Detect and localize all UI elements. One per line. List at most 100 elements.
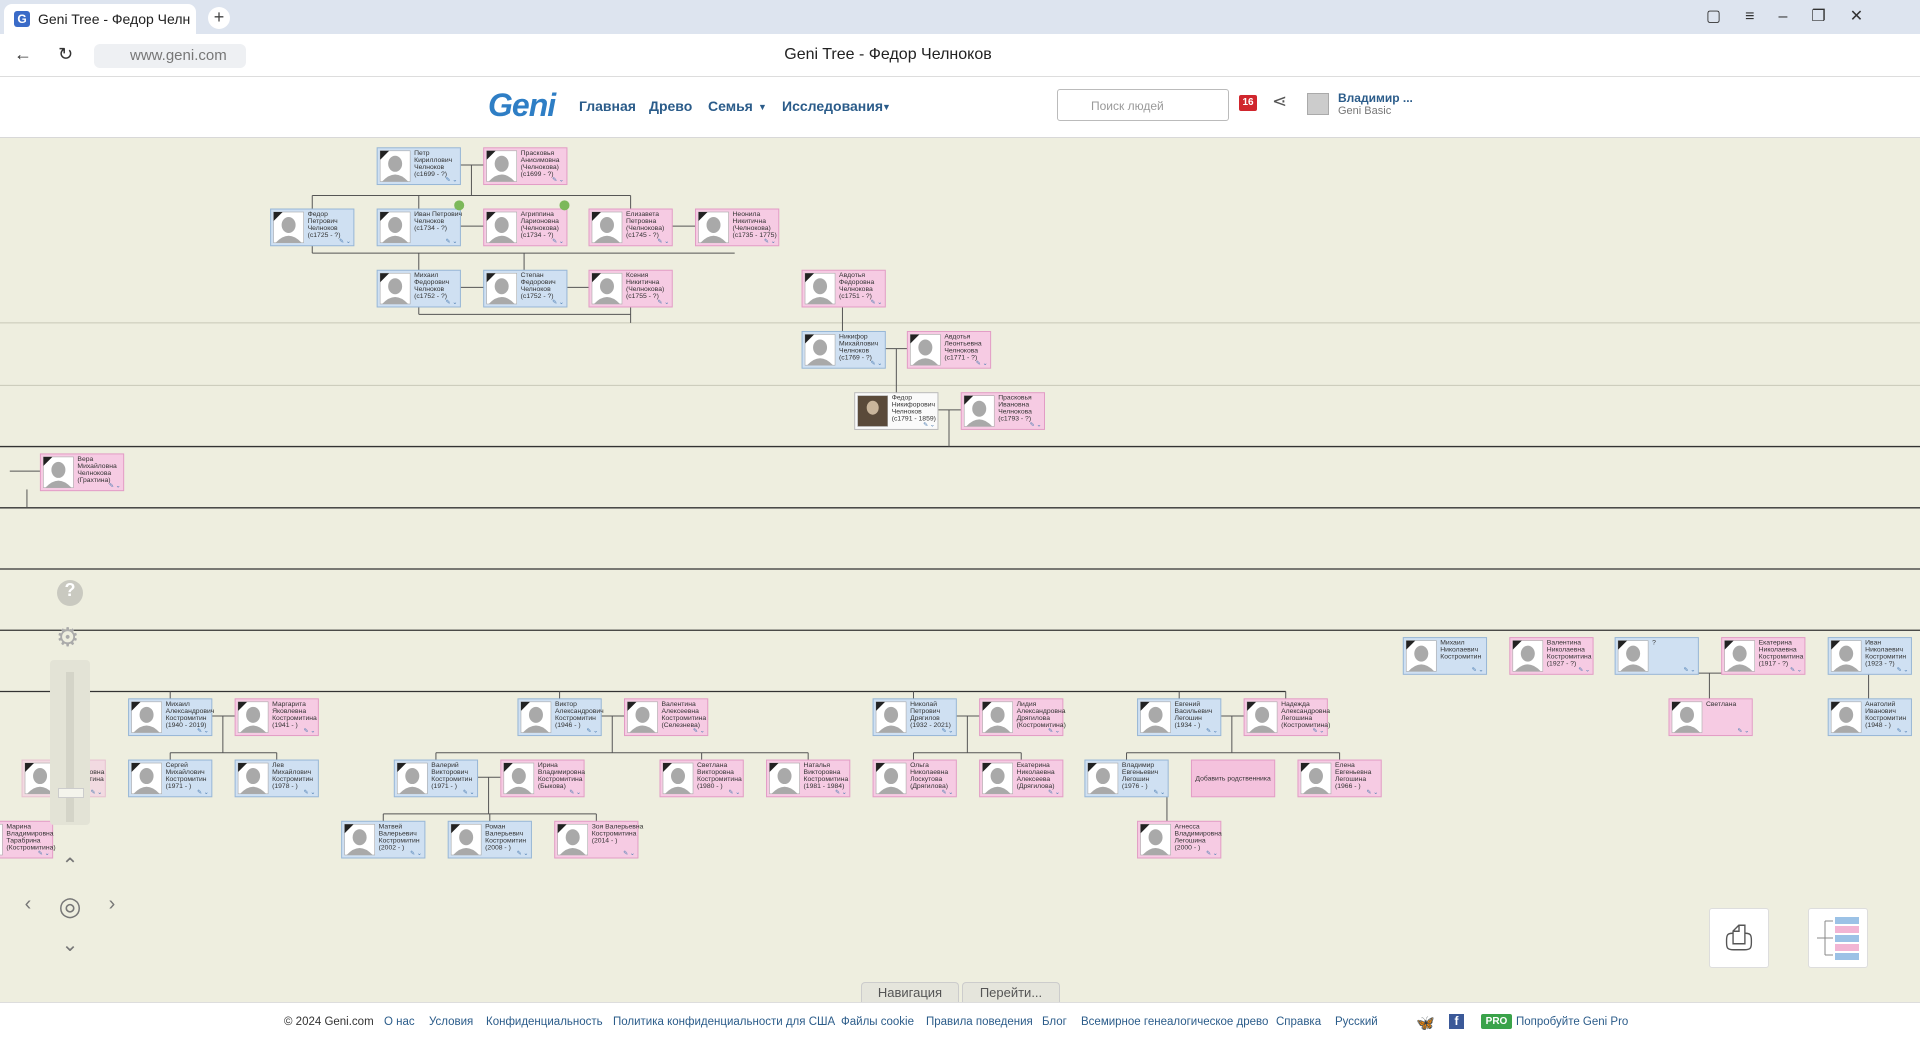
photo-corner	[1831, 640, 1841, 650]
footer-link[interactable]: Условия	[429, 1016, 474, 1028]
footer-link[interactable]: Политика конфиденциальности для США	[613, 1016, 836, 1028]
card-actions[interactable]: ✎ ⌄	[923, 421, 935, 428]
pan-left[interactable]: ‹	[24, 893, 32, 915]
url-field[interactable]: www.geni.com	[94, 44, 246, 68]
user-name[interactable]: Владимир ...	[1338, 91, 1413, 105]
back-button[interactable]: ←	[14, 44, 32, 64]
card-actions[interactable]: ✎ ⌄	[446, 177, 458, 184]
facebook-icon[interactable]: f	[1449, 1014, 1464, 1029]
card-actions[interactable]: ✎ ⌄	[976, 360, 988, 367]
expand-marker[interactable]	[559, 200, 570, 211]
card-actions[interactable]: ✎ ⌄	[1472, 666, 1484, 673]
center-button[interactable]: ◎	[58, 891, 82, 921]
card-actions[interactable]: ✎ ⌄	[729, 789, 741, 796]
bluesky-icon[interactable]: 🦋	[1416, 1015, 1435, 1032]
card-actions[interactable]: ✎ ⌄	[1206, 728, 1218, 735]
share-icon[interactable]: ⋖	[1272, 91, 1288, 111]
card-actions[interactable]: ✎ ⌄	[552, 299, 564, 306]
footer-link[interactable]: Файлы cookie	[841, 1016, 914, 1028]
card-actions[interactable]: ✎ ⌄	[1897, 666, 1909, 673]
help-button[interactable]: ?	[57, 580, 83, 606]
person-text: (c1735 - 1775)	[733, 232, 777, 239]
footer-link[interactable]: О нас	[384, 1016, 415, 1028]
card-actions[interactable]: ✎ ⌄	[1367, 789, 1379, 796]
reload-button[interactable]: ↻	[58, 44, 74, 64]
person-card[interactable]	[1190, 759, 1276, 798]
card-actions[interactable]: ✎ ⌄	[658, 299, 670, 306]
footer-link[interactable]: Справка	[1276, 1016, 1322, 1028]
add-relative-label[interactable]: Добавить родственника	[1195, 774, 1271, 782]
card-actions[interactable]: ✎ ⌄	[410, 850, 422, 857]
card-actions[interactable]: ✎ ⌄	[1153, 789, 1165, 796]
card-actions[interactable]: ✎ ⌄	[1206, 850, 1218, 857]
card-actions[interactable]: ✎ ⌄	[197, 789, 209, 796]
pan-right[interactable]: ›	[108, 893, 116, 915]
nav-link[interactable]: Главная	[579, 98, 636, 114]
print-button[interactable]: ⎙	[1709, 908, 1769, 968]
card-actions[interactable]: ✎ ⌄	[693, 728, 705, 735]
person-card[interactable]	[0, 820, 54, 859]
footer-link[interactable]: Русский	[1335, 1016, 1378, 1028]
bottom-tab[interactable]: Перейти...	[962, 982, 1060, 1002]
card-actions[interactable]: ✎ ⌄	[91, 789, 103, 796]
card-actions[interactable]: ✎ ⌄	[942, 728, 954, 735]
notification-badge[interactable]: 16	[1239, 95, 1257, 111]
card-actions[interactable]: ✎ ⌄	[38, 850, 50, 857]
user-avatar[interactable]	[1307, 93, 1329, 115]
card-actions[interactable]: ✎ ⌄	[764, 238, 776, 245]
person-text: (1941 - )	[272, 722, 298, 729]
logo[interactable]: Geni	[488, 87, 556, 123]
pro-link[interactable]: Попробуйте Geni Pro	[1516, 1016, 1629, 1028]
card-actions[interactable]: ✎ ⌄	[871, 360, 883, 367]
card-actions[interactable]: ✎ ⌄	[871, 299, 883, 306]
nav-link[interactable]: Древо	[649, 98, 693, 114]
card-actions[interactable]: ✎ ⌄	[1578, 666, 1590, 673]
card-actions[interactable]: ✎ ⌄	[446, 299, 458, 306]
person-text: (1966 - )	[1335, 783, 1361, 790]
expand-marker[interactable]	[454, 200, 465, 211]
card-actions[interactable]: ✎ ⌄	[1313, 728, 1325, 735]
card-actions[interactable]: ✎ ⌄	[1897, 728, 1909, 735]
card-actions[interactable]: ✎ ⌄	[1738, 728, 1750, 735]
card-actions[interactable]: ✎ ⌄	[197, 728, 209, 735]
card-actions[interactable]: ✎ ⌄	[835, 789, 847, 796]
card-actions[interactable]: ✎ ⌄	[658, 238, 670, 245]
pan-up[interactable]: ⌃	[61, 855, 79, 877]
footer-link[interactable]: Конфиденциальность	[486, 1016, 603, 1028]
silhouette	[912, 358, 939, 366]
card-actions[interactable]: ✎ ⌄	[339, 238, 351, 245]
card-actions[interactable]: ✎ ⌄	[109, 483, 121, 490]
card-actions[interactable]: ✎ ⌄	[304, 789, 316, 796]
bottom-tab[interactable]: Навигация	[861, 982, 959, 1002]
settings-button[interactable]: ⚙	[56, 622, 80, 652]
nav-link[interactable]: Семья	[708, 98, 753, 114]
card-actions[interactable]: ✎ ⌄	[463, 789, 475, 796]
search-box[interactable]: Поиск людей	[1057, 89, 1229, 121]
new-tab-button[interactable]: +	[208, 7, 230, 29]
footer-link[interactable]: Блог	[1042, 1016, 1067, 1028]
window-controls[interactable]: ▢≡–❐✕	[1706, 8, 1888, 25]
card-actions[interactable]: ✎ ⌄	[446, 238, 458, 245]
card-actions[interactable]: ✎ ⌄	[942, 789, 954, 796]
pan-down[interactable]: ⌄	[61, 934, 79, 956]
card-actions[interactable]: ✎ ⌄	[1048, 789, 1060, 796]
card-actions[interactable]: ✎ ⌄	[552, 177, 564, 184]
footer-link[interactable]: Правила поведения	[926, 1016, 1033, 1028]
card-actions[interactable]: ✎ ⌄	[517, 850, 529, 857]
card-actions[interactable]: ✎ ⌄	[569, 789, 581, 796]
nav-link[interactable]: Исследования	[782, 98, 884, 114]
card-actions[interactable]: ✎ ⌄	[1030, 421, 1042, 428]
card-actions[interactable]: ✎ ⌄	[552, 238, 564, 245]
card-actions[interactable]: ✎ ⌄	[586, 728, 598, 735]
tree-view-button[interactable]	[1808, 908, 1868, 968]
card-actions[interactable]: ✎ ⌄	[623, 850, 635, 857]
silhouette	[505, 786, 532, 794]
browser-tab[interactable]: G Geni Tree - Федор Челн	[4, 4, 196, 34]
card-actions[interactable]: ✎ ⌄	[1048, 728, 1060, 735]
card-actions[interactable]: ✎ ⌄	[1790, 666, 1802, 673]
footer-link[interactable]: Всемирное генеалогическое древо	[1081, 1016, 1269, 1028]
card-actions[interactable]: ✎ ⌄	[304, 728, 316, 735]
card-actions[interactable]: ✎ ⌄	[1684, 666, 1696, 673]
zoom-handle[interactable]	[58, 788, 84, 798]
